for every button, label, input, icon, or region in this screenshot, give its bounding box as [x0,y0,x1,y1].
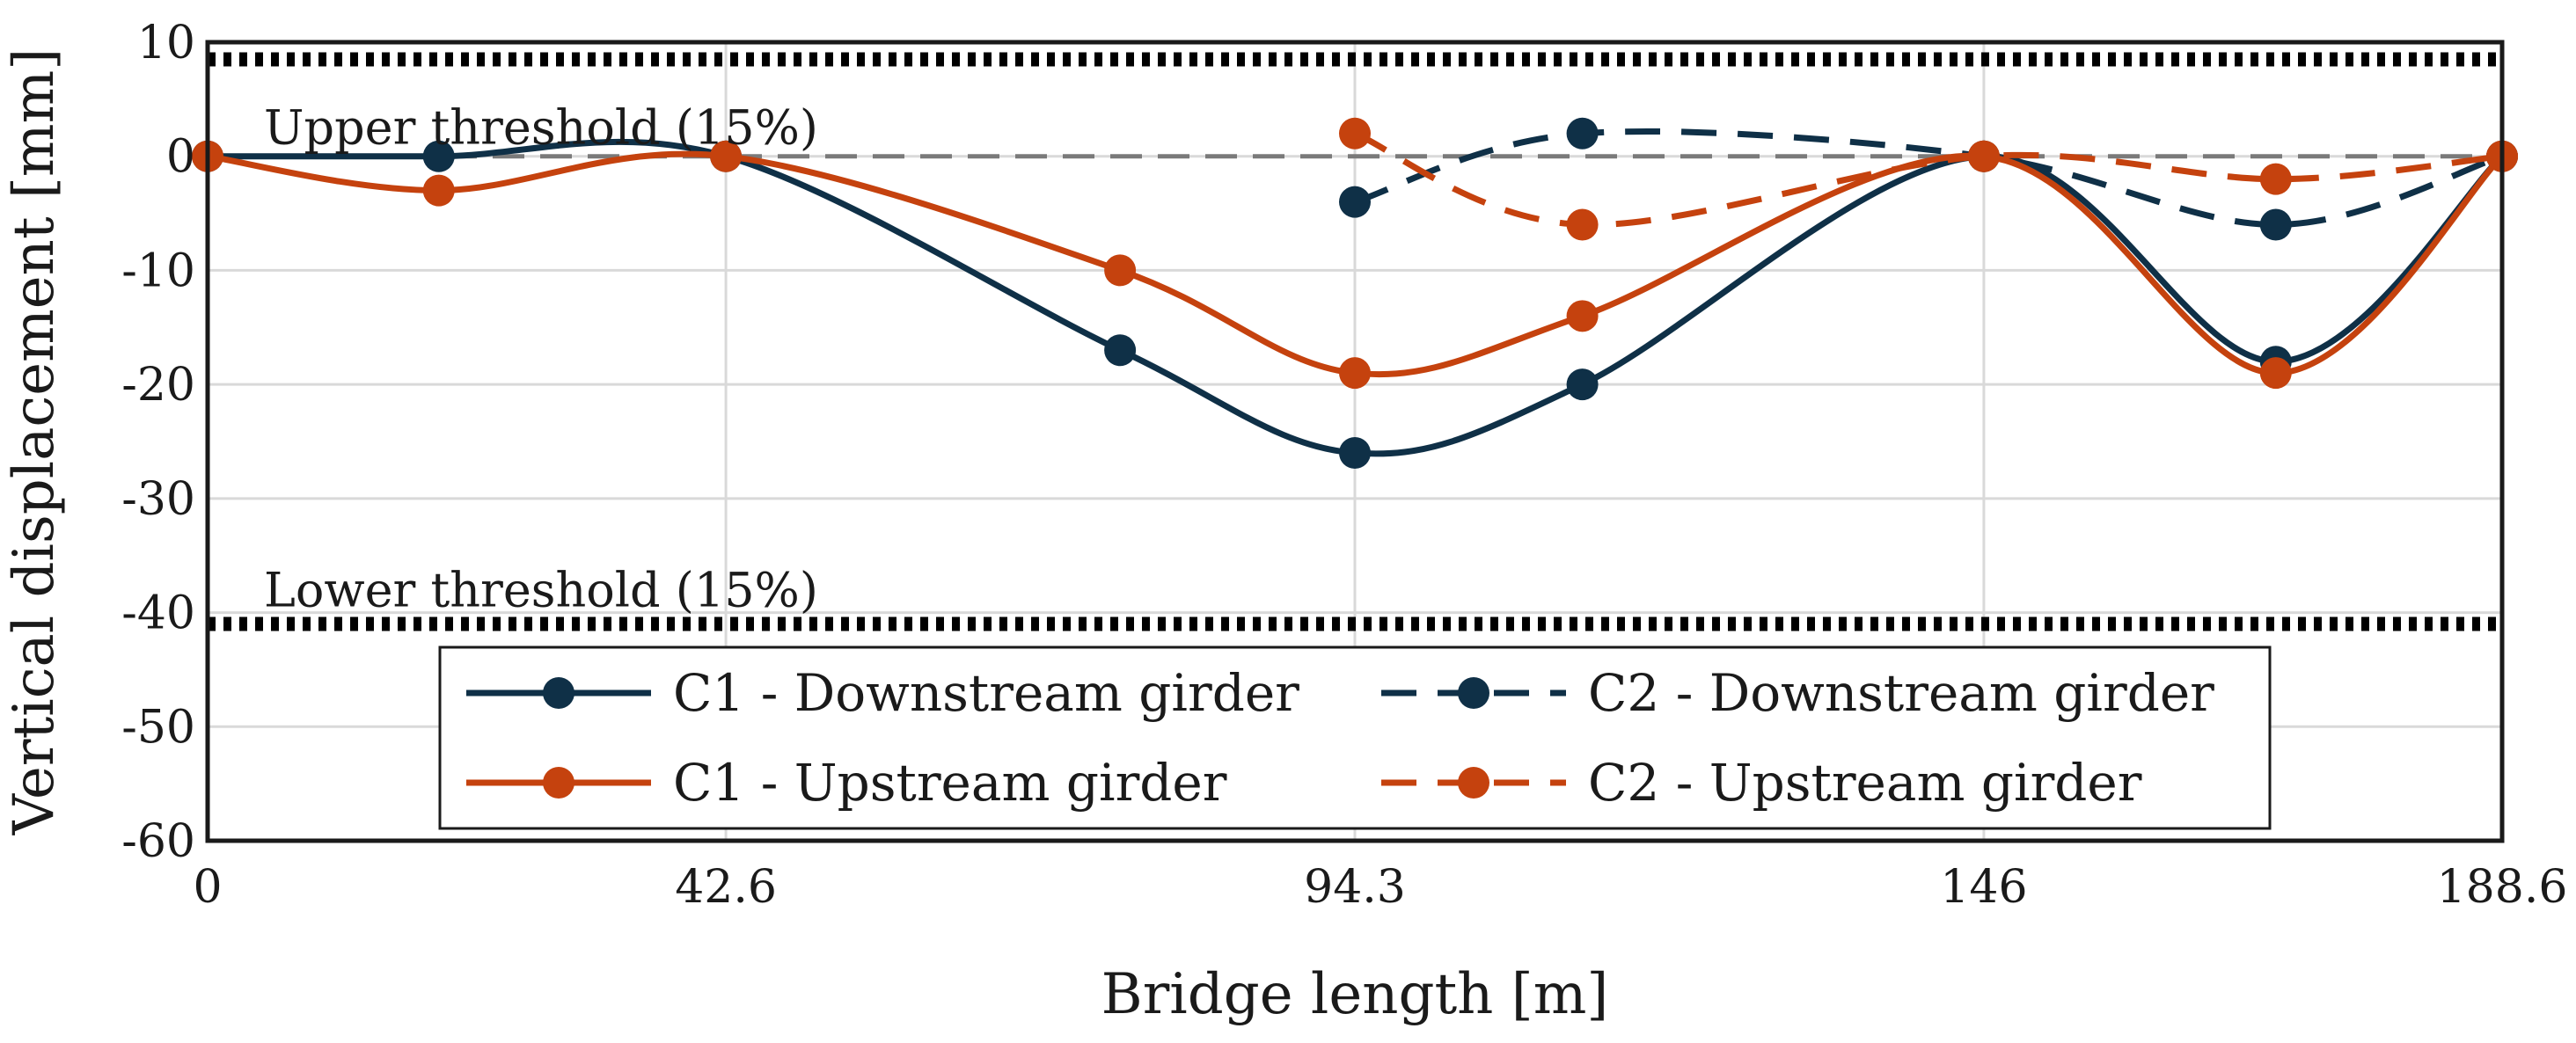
data-point [2259,163,2292,195]
legend-swatch-marker [1458,677,1489,709]
legend-item-1: C2 - Downstream girder [1381,663,2214,723]
legend-swatch-marker [1458,767,1489,799]
x-tick-label: 146 [1940,861,2027,914]
data-point [1967,140,2000,172]
legend-box [438,645,2272,830]
data-point [1104,254,1137,287]
plot-frame [205,40,2505,843]
x-axis-title: Bridge length [m] [1101,962,1609,1027]
legend-label: C2 - Downstream girder [1588,663,2214,723]
lower-threshold-label: Lower threshold (15%) [264,563,818,618]
legend-item-3: C2 - Upstream girder [1381,753,2142,813]
series-line-1 [1353,128,2504,228]
data-point [710,140,743,172]
legend: C1 - Downstream girder C2 - Downstream gi… [438,645,2272,830]
data-point [1339,186,1371,218]
legend-item-2: C1 - Upstream girder [466,753,1227,813]
legend-label: C2 - Upstream girder [1588,753,2142,813]
data-point [1566,368,1599,401]
data-point [1566,117,1599,150]
legend-item-0: C1 - Downstream girder [466,663,1299,723]
y-tick-label: -60 [121,815,195,868]
series-3 [1339,117,2518,241]
y-tick-label: -40 [121,587,195,640]
x-tick-label: 188.6 [2437,861,2568,914]
y-tick-label: -30 [121,473,195,526]
series-line-3 [1353,130,2503,229]
y-tick-label: 0 [166,131,195,184]
data-point [1339,357,1371,390]
series-line-2 [207,150,2505,378]
data-point [1566,208,1599,241]
x-tick-label: 42.6 [675,861,777,914]
data-point [422,140,455,172]
upper-threshold-label: Upper threshold (15%) [264,99,818,155]
x-tick-label: 94.3 [1304,861,1406,914]
legend-swatch-marker [543,677,574,709]
y-tick-label: -50 [121,701,195,754]
data-point [1339,436,1371,469]
data-point [1566,300,1599,332]
legend-label: C1 - Upstream girder [673,753,1227,813]
y-tick-label: -10 [121,244,195,297]
x-tick-label: 0 [193,861,222,914]
y-axis-title: Vertical displacement [mm] [2,48,67,836]
reference-lines [208,52,2502,631]
y-tick-label: -20 [121,359,195,412]
data-point [422,174,455,207]
series-line-0 [208,138,2505,457]
data-point [1339,117,1371,150]
y-tick-label: 10 [137,17,195,69]
series-layer [192,117,2518,469]
data-point [1104,334,1137,367]
legend-label: C1 - Downstream girder [673,663,1299,723]
tick-labels: 0 42.6 94.3 146 188.6 10 0 -10 -20 -30 -40 -50 -60 [121,17,2567,914]
data-point [2259,357,2292,390]
data-point [2259,208,2292,241]
legend-swatch-marker [543,767,574,799]
